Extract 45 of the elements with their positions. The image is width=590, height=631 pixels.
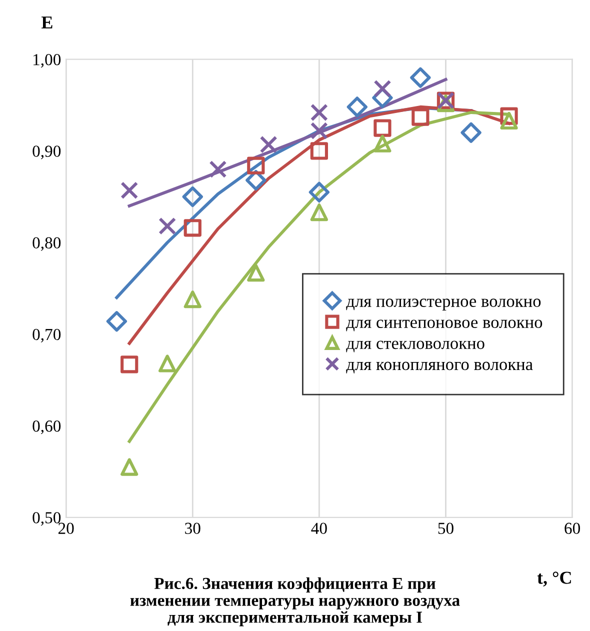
point	[247, 156, 265, 174]
y-axis-title: E	[41, 16, 52, 28]
x-tick-label: 60	[564, 522, 580, 534]
point	[120, 458, 138, 476]
y-tick-label: 0,60	[32, 420, 61, 434]
legend-label: для синтепоновое волокно	[346, 320, 542, 332]
point	[158, 217, 176, 235]
point	[374, 80, 392, 98]
point	[310, 142, 328, 160]
point	[158, 354, 176, 372]
point	[106, 311, 128, 332]
x-tick-label: 30	[185, 522, 200, 534]
point	[182, 186, 203, 208]
x-tick-label: 40	[311, 522, 327, 534]
point	[410, 67, 431, 88]
point	[346, 96, 368, 118]
point	[460, 122, 482, 143]
point	[310, 122, 328, 140]
point	[209, 160, 227, 178]
point	[412, 108, 430, 126]
point	[374, 119, 392, 137]
point	[260, 136, 278, 154]
y-tick-label: 0,80	[32, 237, 61, 251]
point	[310, 204, 328, 222]
y-tick-label: 0,70	[32, 328, 61, 343]
legend-label: для стекловолокно	[346, 340, 484, 352]
line-series	[128, 78, 448, 208]
y-tick-label: 0,50	[32, 512, 61, 526]
point	[310, 104, 328, 122]
y-tick-label: 0,90	[32, 146, 61, 160]
point	[120, 356, 138, 374]
x-tick-label: 50	[438, 522, 454, 534]
x-axis-title: t, °C	[537, 572, 571, 586]
text: Рис.6. Значения коэффициента E при изменении температуры наружного воздуха для экспериментальной камеры I	[130, 577, 460, 626]
y-tick-label: 1,00	[34, 54, 61, 68]
legend-label: для полиэстерное волокно	[346, 298, 541, 311]
point	[184, 290, 202, 308]
point	[500, 112, 518, 130]
point	[120, 182, 138, 200]
legend-label: для конопляного волокна	[346, 362, 533, 374]
x-tick-label: 20	[58, 522, 74, 534]
point	[247, 264, 265, 282]
point	[308, 182, 330, 202]
point	[184, 219, 202, 237]
point	[374, 134, 392, 152]
